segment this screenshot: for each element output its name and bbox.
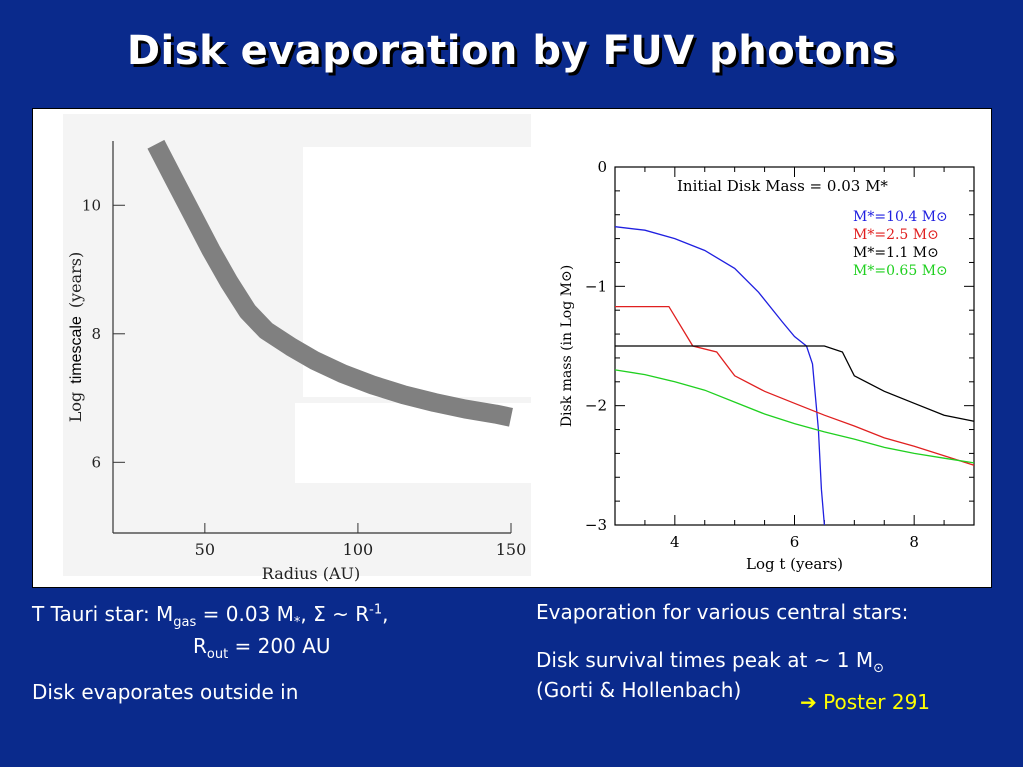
left-y-axis-label: Log timescale (years) [66, 252, 85, 422]
right-legend-entry: M*=1.1 M⊙ [853, 245, 939, 261]
arrow-icon: ➔ [800, 690, 817, 714]
right-chart-annotation: Initial Disk Mass = 0.03 M* [677, 177, 888, 195]
poster-reference: ➔ Poster 291 [800, 690, 930, 714]
right-series-line [615, 345, 975, 422]
caption-rout-value: = 200 AU [228, 634, 331, 658]
slide-title: Disk evaporation by FUV photons [126, 28, 897, 74]
caption-mid: = 0.03 M [196, 602, 294, 626]
charts-svg: 50 100 150 6 8 10 Radius (AU) Log timescale (year… [63, 114, 975, 583]
left-y-tick-label: 8 [91, 325, 101, 343]
left-y-axis-label-part: (years) [66, 252, 85, 308]
right-legend-entry: M*=2.5 M⊙ [853, 227, 939, 243]
left-y-tick-label: 10 [82, 196, 101, 214]
left-chart-white-patch [303, 147, 531, 397]
right-caption-line3: (Gorti & Hollenbach) [536, 678, 742, 702]
right-caption-line2: Disk survival times peak at ~ 1 M⊙ [536, 648, 884, 676]
right-caption-line1: Evaporation for various central stars: [536, 600, 909, 624]
caption-sub-gas: gas [173, 615, 197, 630]
caption-sub-out: out [206, 647, 229, 662]
left-x-tick-label: 100 [343, 540, 374, 559]
left-series-line [147, 139, 513, 427]
caption-star: * [293, 615, 301, 630]
right-y-tick-label: 0 [597, 158, 607, 176]
right-series-line [614, 226, 826, 526]
sun-symbol: ⊙ [873, 661, 885, 676]
left-caption-line1: T Tauri star: Mgas = 0.03 M*, Σ ~ R-1, [32, 602, 388, 630]
right-x-tick-label: 4 [670, 533, 680, 551]
right-legend-entry: M*=10.4 M⊙ [853, 209, 948, 225]
right-x-axis-label: Log t (years) [746, 555, 843, 573]
caption-sigma: , Σ ~ R [300, 602, 370, 626]
right-y-tick-label: −2 [585, 397, 607, 415]
right-y-tick-label: −3 [585, 516, 607, 534]
left-x-tick-label: 150 [496, 540, 527, 559]
right-x-tick-label: 6 [790, 533, 800, 551]
left-y-tick-label: 6 [91, 453, 101, 471]
caption-end: , [382, 602, 389, 626]
right-y-axis-label: Disk mass (in Log M⊙) [559, 265, 575, 427]
caption-sup: -1 [369, 602, 383, 618]
figure-panel: 50 100 150 6 8 10 Radius (AU) Log timescale (year… [32, 108, 992, 588]
poster-label: Poster 291 [823, 690, 931, 714]
right-x-tick-label: 8 [909, 533, 919, 551]
right-series-line [615, 305, 975, 466]
left-x-axis-label: Radius (AU) [262, 564, 360, 583]
right-legend-entry: M*=0.65 M⊙ [853, 263, 948, 279]
right-y-tick-label: −1 [585, 277, 607, 295]
caption-prefix: T Tauri star: M [32, 602, 174, 626]
survival-text: Disk survival times peak at ~ 1 M [536, 648, 874, 672]
right-series-line [614, 369, 975, 464]
left-y-axis-label-part: Log [66, 392, 85, 423]
left-caption-line3: Disk evaporates outside in [32, 680, 299, 704]
left-y-axis-label-part: timescale [68, 316, 85, 384]
caption-r: R [193, 634, 207, 658]
left-caption-line2: Rout = 200 AU [193, 634, 331, 662]
left-x-tick-label: 50 [195, 540, 215, 559]
